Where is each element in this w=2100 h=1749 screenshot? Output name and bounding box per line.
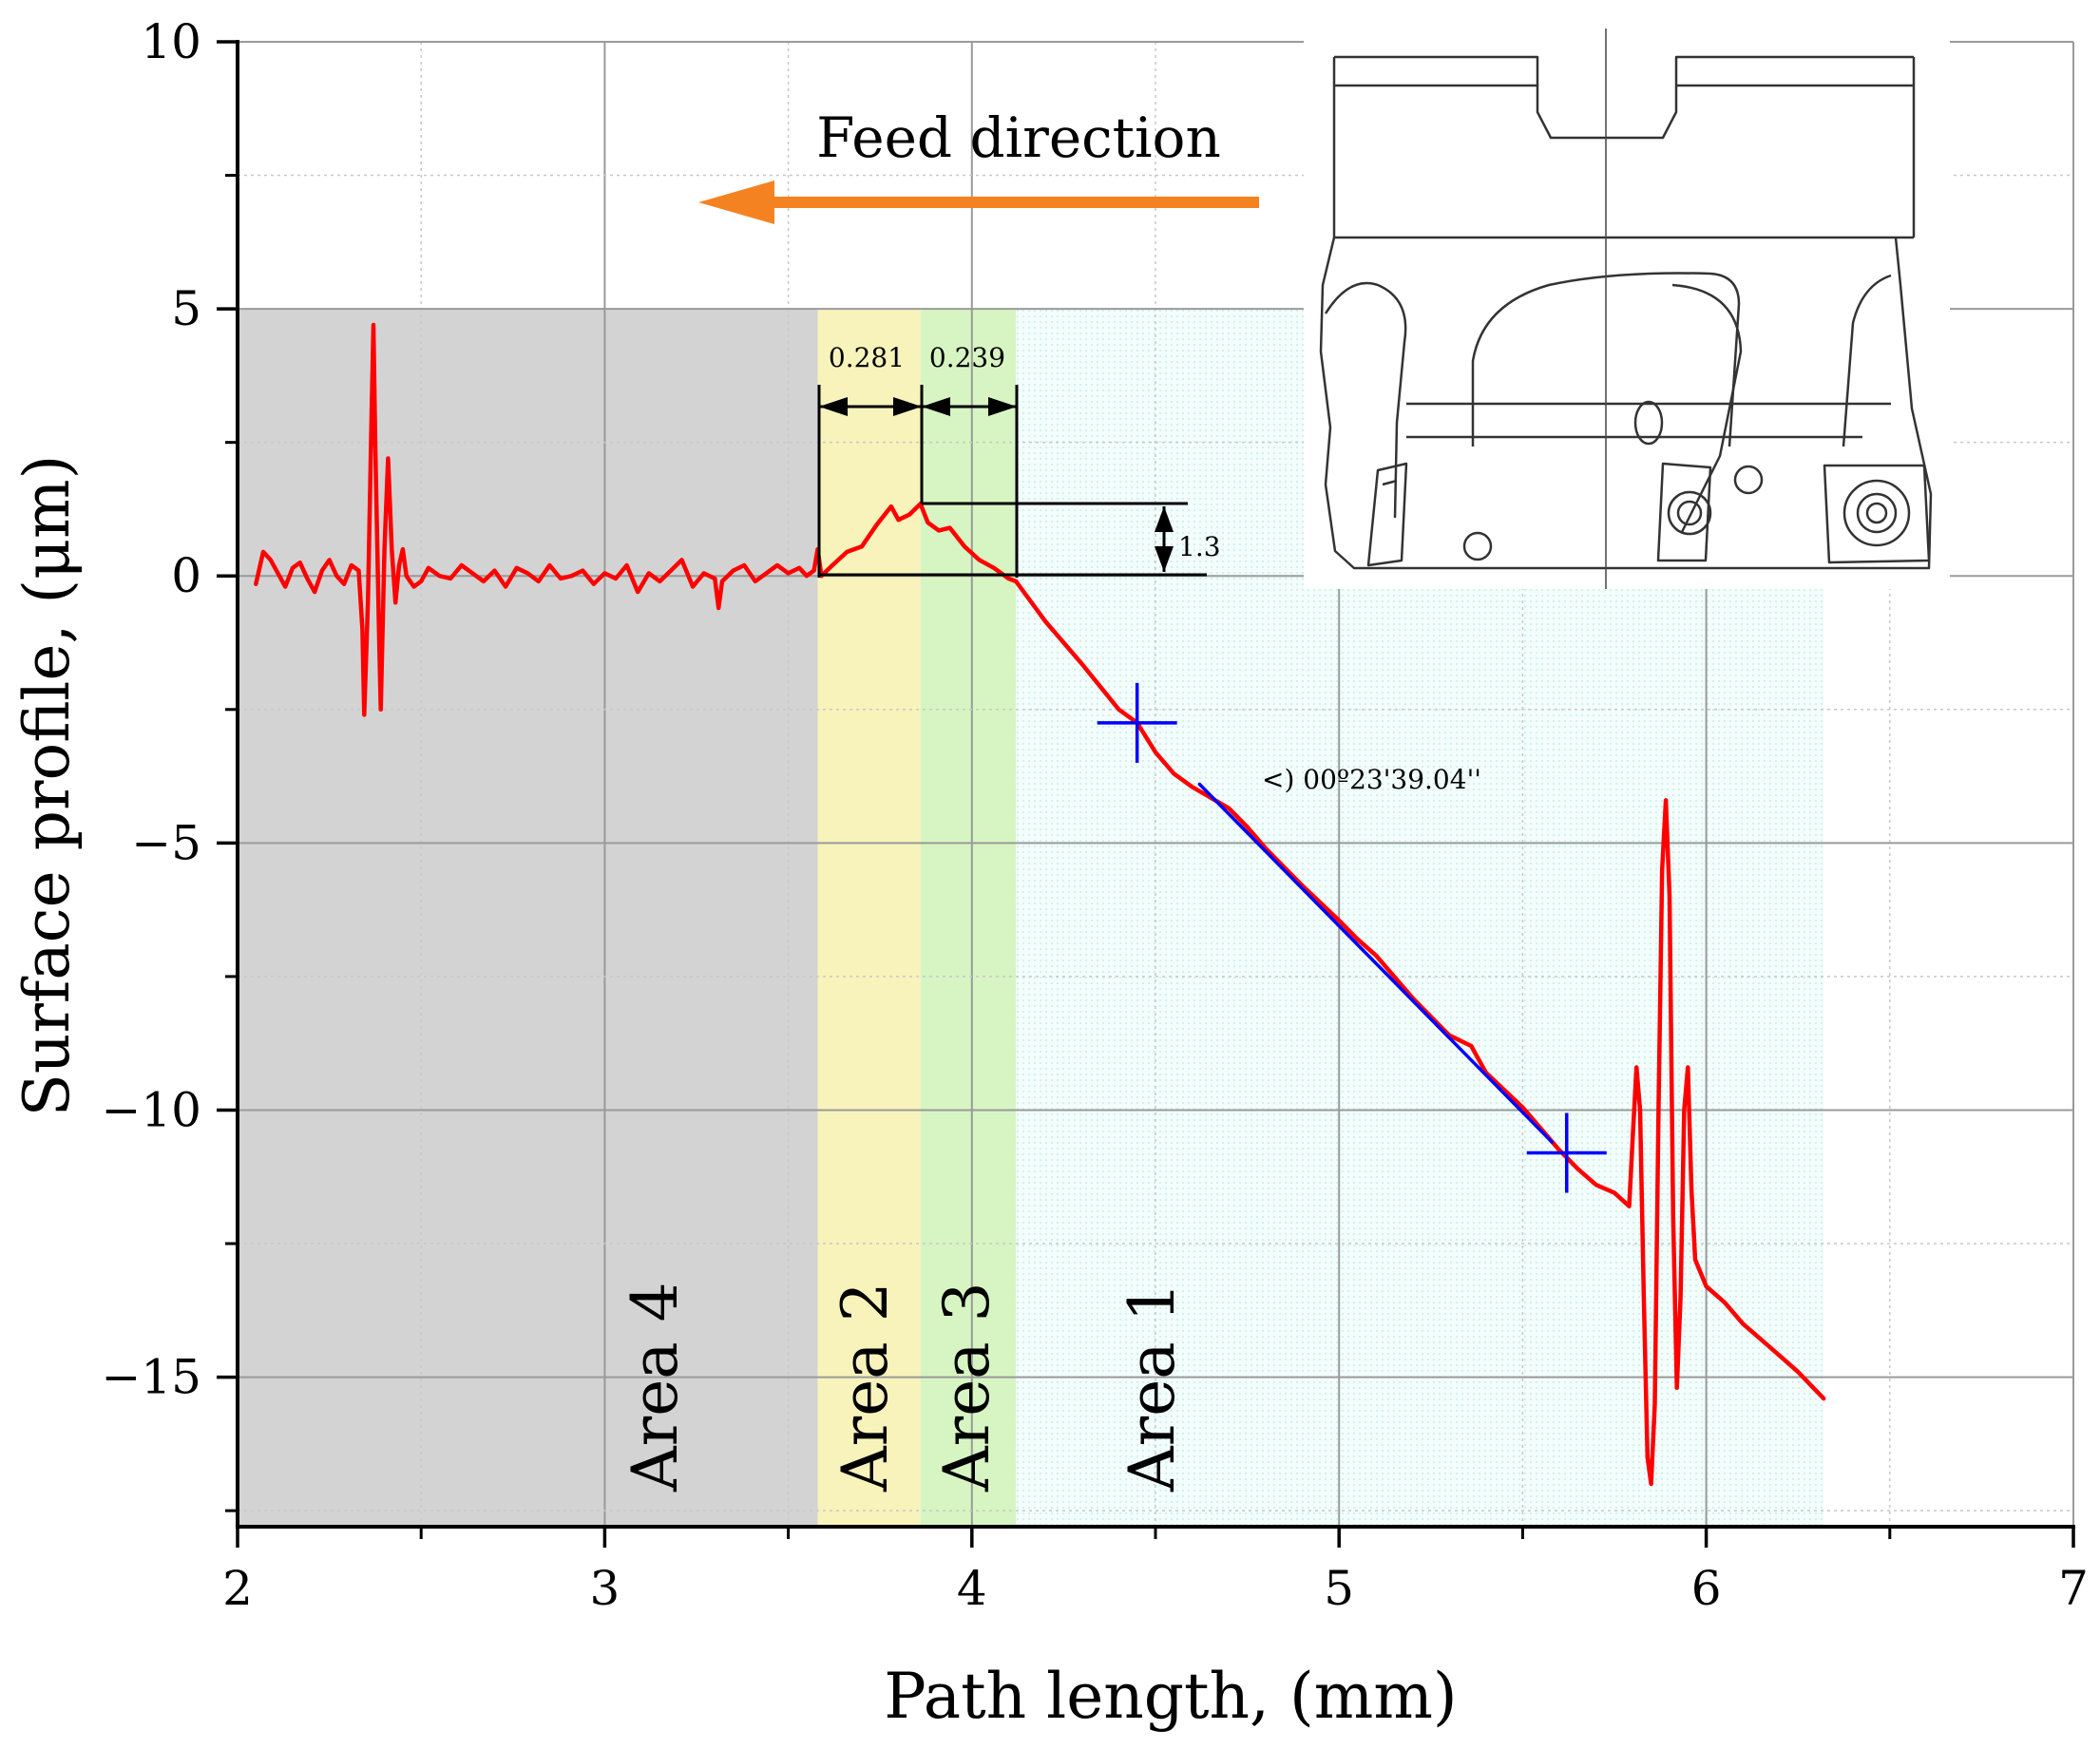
milling-cutter-illustration [1304, 29, 1950, 589]
y-tick-label: −15 [101, 1350, 201, 1405]
area-labels: Area 4 Area 2 Area 3 Area 1 [619, 1282, 1189, 1492]
x-tick-label: 2 [222, 1561, 253, 1616]
profile-series [254, 322, 1826, 1487]
feed-direction-arrow [698, 181, 1259, 224]
angle-annotation: <) 00º23'39.04'' [1262, 764, 1481, 795]
y-tick-label: −10 [101, 1082, 201, 1137]
y-tick-label: 5 [171, 281, 201, 336]
x-tick-label: 4 [957, 1561, 987, 1616]
fit-marker-1 [1097, 682, 1177, 763]
dimension-13-label: 1.3 [1178, 531, 1221, 562]
x-axis-title: Path length, (mm) [884, 1660, 1457, 1733]
fit-markers [1097, 682, 1607, 1193]
x-tick-label: 5 [1324, 1561, 1354, 1616]
area-1-label: Area 1 [1116, 1282, 1189, 1492]
area-3-label: Area 3 [930, 1282, 1003, 1492]
area-2-label: Area 2 [829, 1282, 902, 1492]
fit-marker-2 [1526, 1112, 1607, 1193]
dimension-annotations [817, 385, 1207, 578]
y-tick-label: 0 [171, 548, 201, 603]
feed-direction-label: Feed direction [816, 105, 1221, 170]
fit-line [1197, 782, 1555, 1144]
region-area-2 [817, 309, 921, 1527]
region-area-3 [920, 309, 1017, 1527]
dimension-0281-label: 0.281 [829, 342, 905, 373]
area-4-label: Area 4 [619, 1282, 692, 1492]
y-axis-title: Surface profile, (μm) [10, 455, 84, 1117]
axes: 2 3 4 5 6 7 10 5 0 −5 −10 −15 [101, 14, 2088, 1616]
dimension-0239-label: 0.239 [929, 342, 1005, 373]
region-area-4 [238, 309, 818, 1527]
y-tick-label: −5 [131, 815, 201, 870]
x-tick-label: 6 [1691, 1561, 1722, 1616]
x-tick-label: 3 [589, 1561, 620, 1616]
y-tick-label: 10 [141, 14, 201, 69]
profile-line [254, 322, 1826, 1487]
x-tick-label: 7 [2058, 1561, 2089, 1616]
